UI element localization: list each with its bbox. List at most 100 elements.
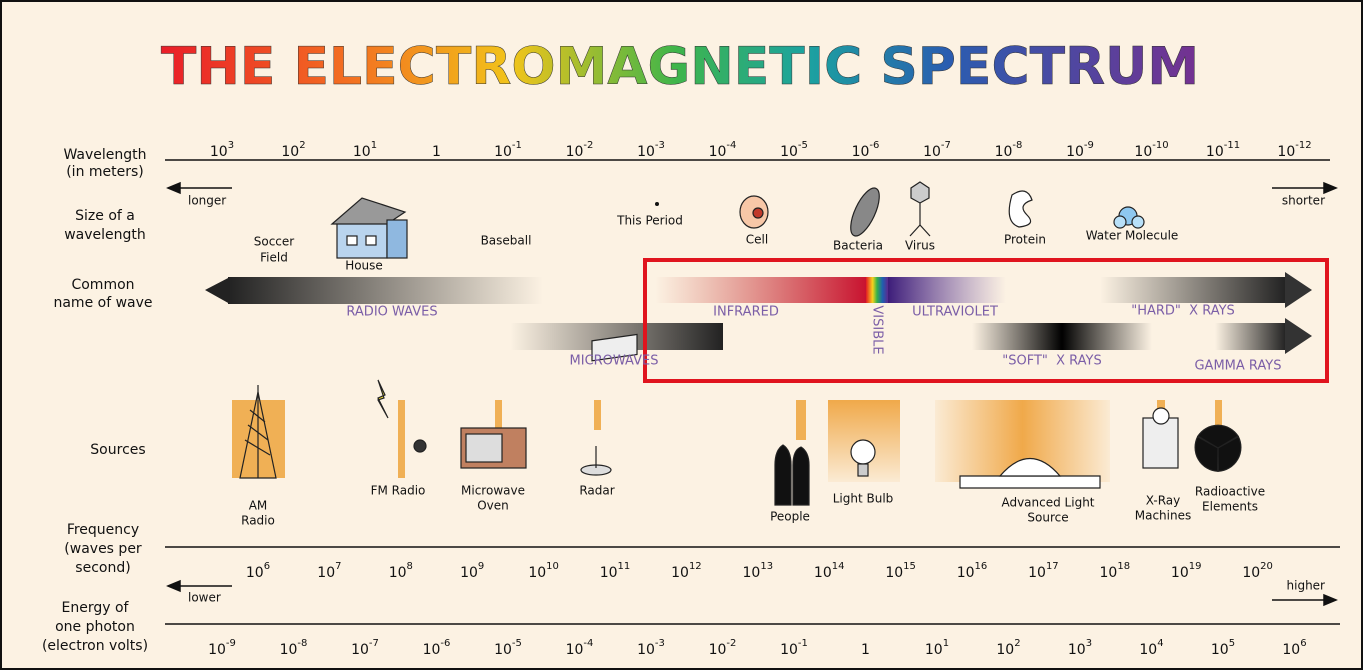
wave-name: "HARD" X RAYS: [1131, 304, 1235, 319]
tick-base: 10: [208, 642, 226, 658]
tick-base: 10: [743, 565, 761, 581]
tick-exponent: 8: [407, 561, 413, 572]
tick-exponent: -6: [440, 638, 450, 649]
wave-name: INFRARED: [713, 305, 779, 320]
tick-base: 10: [566, 144, 584, 160]
tick-base: 10: [389, 565, 407, 581]
tick-exponent: -7: [941, 140, 951, 151]
tick-base: 10: [566, 642, 584, 658]
tick-exponent: -8: [1012, 140, 1022, 151]
tick-exponent: -9: [226, 638, 236, 649]
direction-label: lower: [188, 591, 221, 605]
size-label: Bacteria: [833, 239, 883, 253]
tick-base: 10: [923, 144, 941, 160]
size-label: Soccer: [254, 235, 295, 249]
tick-base: 10: [351, 642, 369, 658]
tick-exponent: -3: [655, 638, 665, 649]
tick-exponent: 18: [1117, 561, 1130, 572]
tick-exponent: -7: [369, 638, 379, 649]
tick-base: 10: [671, 565, 689, 581]
tick-exponent: 1: [943, 638, 949, 649]
tick-exponent: 5: [1229, 638, 1235, 649]
row-label: (electron volts): [42, 638, 148, 654]
row-label: Common: [71, 277, 134, 293]
tick-base: 1: [432, 144, 441, 160]
source-label: AM: [249, 499, 268, 513]
size-label: Protein: [1004, 233, 1046, 247]
tick-base: 10: [1066, 144, 1084, 160]
tick-base: 1: [861, 642, 870, 658]
source-label: Source: [1027, 511, 1068, 525]
row-label: (waves per: [64, 541, 142, 557]
source-label: FM Radio: [371, 484, 426, 498]
spectrum-diagram: THE ELECTROMAGNETIC SPECTRUM Wavelength(…: [0, 0, 1363, 670]
tick-base: 10: [995, 144, 1013, 160]
tick-base: 10: [600, 565, 618, 581]
tick-exponent: -1: [512, 140, 522, 151]
tick-exponent: -10: [1152, 140, 1168, 151]
source-label: Machines: [1135, 509, 1191, 523]
tick-exponent: -4: [726, 140, 736, 151]
row-label: one photon: [55, 619, 135, 635]
row-label: second): [75, 560, 130, 576]
wave-name: VISIBLE: [870, 305, 885, 354]
tick-base: 10: [1282, 642, 1300, 658]
tick-exponent: 13: [760, 561, 773, 572]
tick-exponent: -9: [1084, 140, 1094, 151]
tick-base: 10: [1134, 144, 1152, 160]
tick-base: 10: [996, 642, 1014, 658]
tick-base: 10: [317, 565, 335, 581]
tick-label: 1: [432, 144, 441, 160]
tick-exponent: -1: [798, 638, 808, 649]
tick-base: 10: [637, 642, 655, 658]
tick-exponent: 3: [228, 140, 234, 151]
size-label: Cell: [746, 233, 768, 247]
tick-exponent: 16: [975, 561, 988, 572]
tick-exponent: -4: [583, 638, 593, 649]
source-label: Radar: [579, 484, 614, 498]
tick-exponent: 2: [1014, 638, 1020, 649]
tick-base: 10: [780, 642, 798, 658]
tick-exponent: 20: [1260, 561, 1273, 572]
row-label: wavelength: [64, 227, 146, 243]
direction-label: shorter: [1282, 194, 1325, 208]
source-label: X-Ray: [1146, 494, 1180, 508]
tick-base: 10: [1171, 565, 1189, 581]
row-label: Wavelength: [63, 147, 146, 163]
tick-base: 10: [280, 642, 298, 658]
tick-exponent: -5: [798, 140, 808, 151]
tick-base: 10: [246, 565, 264, 581]
tick-base: 10: [1206, 144, 1224, 160]
tick-base: 10: [281, 144, 299, 160]
tick-base: 10: [1068, 642, 1086, 658]
tick-exponent: -11: [1224, 140, 1240, 151]
size-label: Virus: [905, 239, 935, 253]
tick-base: 10: [1100, 565, 1118, 581]
tick-base: 10: [709, 144, 727, 160]
tick-exponent: -2: [583, 140, 593, 151]
tick-base: 10: [852, 144, 870, 160]
tick-exponent: 6: [1300, 638, 1306, 649]
tick-exponent: -8: [297, 638, 307, 649]
tick-exponent: -2: [726, 638, 736, 649]
tick-base: 10: [1139, 642, 1157, 658]
source-label: Microwave: [461, 484, 525, 498]
source-label: Radioactive: [1195, 485, 1265, 499]
tick-exponent: 12: [689, 561, 702, 572]
tick-exponent: 10: [546, 561, 559, 572]
tick-base: 10: [1211, 642, 1229, 658]
tick-base: 10: [637, 144, 655, 160]
direction-label: longer: [188, 194, 226, 208]
size-label: Water Molecule: [1086, 229, 1179, 243]
source-label: Elements: [1202, 500, 1258, 514]
tick-exponent: 14: [832, 561, 845, 572]
row-label: Frequency: [67, 522, 139, 538]
tick-base: 10: [210, 144, 228, 160]
tick-base: 10: [423, 642, 441, 658]
tick-exponent: 17: [1046, 561, 1059, 572]
size-label: House: [345, 259, 383, 273]
tick-exponent: -6: [869, 140, 879, 151]
tick-base: 10: [709, 642, 727, 658]
tick-base: 10: [1028, 565, 1046, 581]
direction-label: higher: [1287, 579, 1326, 593]
